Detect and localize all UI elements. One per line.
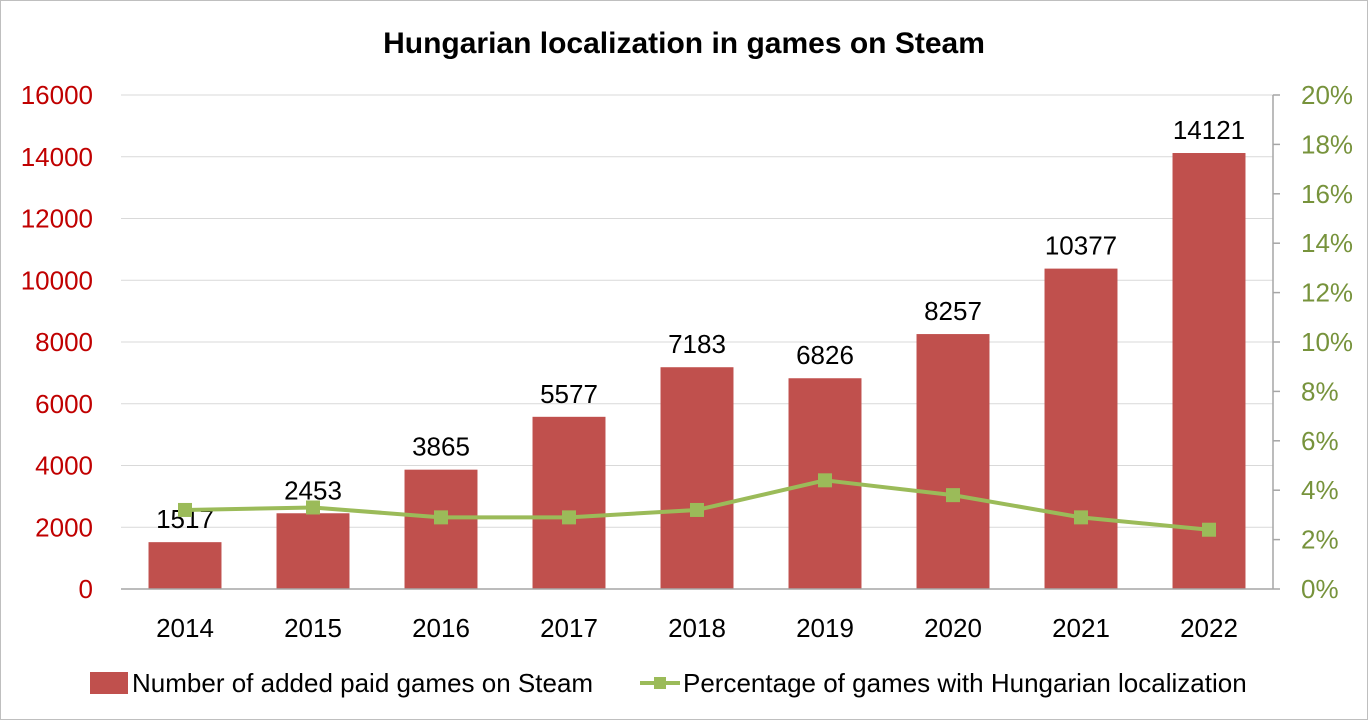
bar: [916, 334, 990, 589]
legend-bar-swatch: [90, 672, 128, 694]
legend-line-marker: [654, 677, 666, 689]
bar-series: [148, 153, 1246, 589]
line-point-marker: [178, 502, 192, 517]
x-axis-tick-label: 2018: [668, 613, 726, 643]
legend-bar-label: Number of added paid games on Steam: [132, 668, 593, 698]
bar-data-label: 8257: [924, 296, 982, 326]
left-axis-ticks: 0 2000 4000 6000 8000 10000 12000 14000 16000: [21, 80, 93, 604]
bar: [148, 542, 222, 589]
right-axis-tick-label: 18%: [1301, 129, 1353, 159]
bar-data-label: 10377: [1045, 231, 1117, 261]
left-axis-tick-label: 8000: [35, 327, 93, 357]
chart-title: Hungarian localization in games on Steam: [383, 27, 985, 60]
x-axis-tick-label: 2017: [540, 613, 598, 643]
bar: [660, 367, 734, 589]
x-axis-tick-label: 2021: [1052, 613, 1110, 643]
bar-data-label: 3865: [412, 432, 470, 462]
bar: [1044, 268, 1118, 589]
x-axis-tick-label: 2015: [284, 613, 342, 643]
bar: [1172, 153, 1246, 589]
left-axis-tick-label: 4000: [35, 451, 93, 481]
x-axis-tick-label: 2022: [1180, 613, 1238, 643]
bar-data-label: 14121: [1173, 115, 1245, 145]
bar: [276, 513, 350, 589]
bar: [532, 416, 606, 589]
right-axis-tick-label: 10%: [1301, 327, 1353, 357]
right-axis-tick-label: 12%: [1301, 278, 1353, 308]
right-axis-tick-label: 6%: [1301, 426, 1339, 456]
x-axis-tick-label: 2016: [412, 613, 470, 643]
right-axis-tick-label: 2%: [1301, 525, 1339, 555]
line-point-marker: [1074, 510, 1088, 525]
x-axis-ticks: 2014 2015 2016 2017 2018 2019 2020 2021 2022: [156, 613, 1238, 643]
legend: Number of added paid games on Steam Perc…: [90, 668, 1247, 698]
right-axis-tick-label: 16%: [1301, 179, 1353, 209]
line-point-marker: [306, 500, 320, 515]
right-axis-tick-label: 20%: [1301, 80, 1353, 110]
line-series: [178, 473, 1216, 537]
x-axis-tick-label: 2014: [156, 613, 214, 643]
right-axis-tick-label: 0%: [1301, 574, 1339, 604]
right-axis-tick-label: 8%: [1301, 376, 1339, 406]
left-axis-tick-label: 10000: [21, 265, 93, 295]
right-axis-ticks: 0% 2% 4% 6% 8% 10% 12% 14% 16% 18% 20%: [1301, 80, 1353, 604]
line-point-marker: [818, 473, 832, 488]
line-point-marker: [562, 510, 576, 525]
x-axis-tick-label: 2020: [924, 613, 982, 643]
x-axis-tick-label: 2019: [796, 613, 854, 643]
left-axis-tick-label: 6000: [35, 389, 93, 419]
bar-data-label: 6826: [796, 340, 854, 370]
right-axis-tick-label: 4%: [1301, 475, 1339, 505]
axes: [121, 94, 1280, 590]
bar-data-label: 5577: [540, 379, 598, 409]
line-point-marker: [690, 502, 704, 517]
line-point-marker: [1202, 522, 1216, 537]
bar-data-label: 7183: [668, 329, 726, 359]
bar-data-label: 2453: [284, 475, 342, 505]
left-axis-tick-label: 14000: [21, 142, 93, 172]
line-point-marker: [434, 510, 448, 525]
left-axis-tick-label: 16000: [21, 80, 93, 110]
right-axis-tick-label: 14%: [1301, 228, 1353, 258]
legend-line-label: Percentage of games with Hungarian local…: [683, 668, 1247, 698]
left-axis-tick-label: 12000: [21, 204, 93, 234]
line-point-marker: [946, 488, 960, 503]
left-axis-tick-label: 0: [79, 574, 93, 604]
bar: [404, 469, 478, 589]
left-axis-tick-label: 2000: [35, 512, 93, 542]
